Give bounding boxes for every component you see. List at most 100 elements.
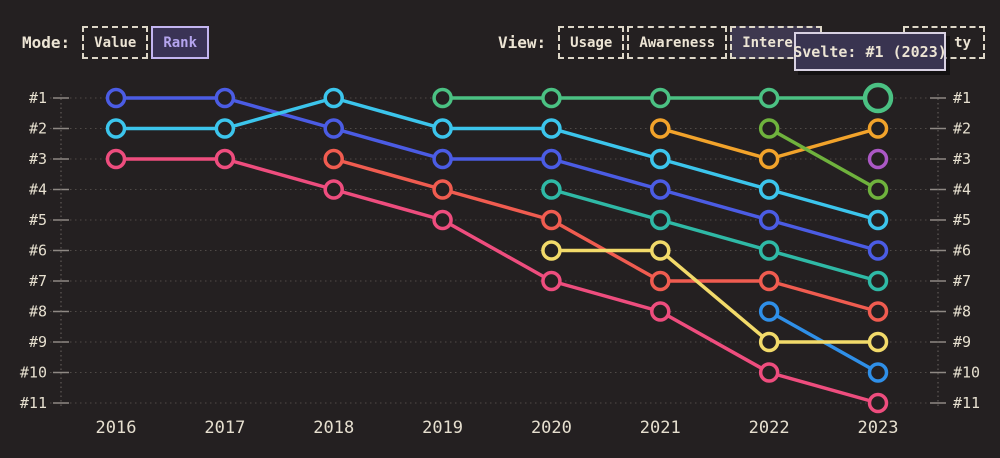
series-line-salmon [331, 157, 880, 314]
rank-label-left-9: #9 [29, 333, 47, 351]
rank-label-right-2: #2 [953, 120, 971, 138]
rank-label-right-7: #7 [953, 272, 971, 290]
point-cyan-2022[interactable] [758, 179, 780, 200]
rank-label-left-11: #11 [20, 394, 47, 412]
point-indigo-2020[interactable] [541, 148, 562, 170]
mode-rank-button[interactable]: Rank [151, 26, 210, 59]
chart-tooltip: Svelte: #1 (2023) [793, 32, 947, 71]
mode-value-button[interactable]: Value [82, 26, 149, 59]
point-cyan-2020[interactable] [541, 118, 562, 139]
series-line-lime [767, 126, 880, 192]
rank-label-right-10: #10 [953, 364, 980, 382]
series-line-yellow [549, 248, 880, 344]
rank-label-left-8: #8 [29, 303, 47, 321]
view-usage-button[interactable]: Usage [558, 26, 625, 59]
point-yellow-2021[interactable] [650, 240, 671, 261]
point-pink-2018[interactable] [323, 179, 344, 200]
point-skyblue-2022[interactable] [758, 301, 780, 322]
rank-label-right-9: #9 [953, 333, 971, 351]
point-pink-2016[interactable] [105, 148, 127, 170]
point-indigo-2023[interactable] [867, 240, 889, 261]
rank-label-right-6: #6 [953, 242, 971, 260]
year-label-2017: 2017 [204, 418, 245, 438]
year-label-2018: 2018 [313, 418, 354, 438]
point-pink-2023[interactable] [867, 392, 889, 414]
point-svelte-2020[interactable] [541, 87, 562, 109]
point-cyan-2017[interactable] [214, 118, 236, 139]
point-teal-2023[interactable] [867, 270, 889, 292]
point-indigo-2018[interactable] [323, 118, 344, 139]
point-orange-2023[interactable] [867, 118, 889, 139]
year-label-2020: 2020 [531, 418, 572, 438]
rank-label-right-8: #8 [953, 303, 971, 321]
point-pink-2021[interactable] [650, 301, 671, 322]
point-orange-2021[interactable] [650, 118, 671, 139]
point-cyan-2016[interactable] [105, 118, 127, 139]
point-svelte-2023-highlighted[interactable] [862, 82, 894, 114]
point-skyblue-2023[interactable] [867, 362, 889, 383]
point-yellow-2022[interactable] [758, 331, 780, 353]
year-label-2022: 2022 [749, 418, 790, 438]
point-lime-2023[interactable] [867, 179, 889, 200]
rank-label-left-1: #1 [29, 89, 47, 107]
rank-label-left-5: #5 [29, 211, 47, 229]
view-label: View: [498, 33, 547, 52]
point-salmon-2022[interactable] [758, 270, 780, 292]
point-pink-2017[interactable] [214, 148, 236, 170]
rank-label-left-2: #2 [29, 120, 47, 138]
rank-label-left-10: #10 [20, 364, 47, 382]
rank-label-left-7: #7 [29, 272, 47, 290]
point-salmon-2020[interactable] [541, 209, 562, 231]
point-svelte-2019[interactable] [432, 87, 453, 109]
point-teal-2021[interactable] [650, 209, 671, 231]
year-label-2021: 2021 [640, 418, 681, 438]
point-indigo-2017[interactable] [214, 87, 236, 109]
rank-label-right-4: #4 [953, 181, 971, 199]
point-cyan-2019[interactable] [432, 118, 453, 139]
point-cyan-2018[interactable] [323, 87, 344, 109]
year-label-2023: 2023 [858, 418, 899, 438]
point-indigo-2019[interactable] [432, 148, 453, 170]
point-lime-2022[interactable] [758, 118, 780, 139]
mode-label: Mode: [22, 33, 71, 52]
tooltip-text: Svelte: #1 (2023) [793, 42, 947, 61]
point-yellow-2020[interactable] [541, 240, 562, 261]
point-indigo-2021[interactable] [650, 179, 671, 200]
rank-label-left-4: #4 [29, 181, 47, 199]
point-cyan-2021[interactable] [650, 148, 671, 170]
point-cyan-2023[interactable] [867, 209, 889, 231]
point-teal-2022[interactable] [758, 240, 780, 261]
series-line-indigo [114, 96, 880, 253]
point-salmon-2019[interactable] [432, 179, 453, 200]
point-pink-2020[interactable] [541, 270, 562, 292]
point-svelte-2021[interactable] [650, 87, 671, 109]
year-label-2019: 2019 [422, 418, 463, 438]
rank-label-right-11: #11 [953, 394, 980, 412]
point-salmon-2021[interactable] [650, 270, 671, 292]
series-line-pink [114, 157, 880, 405]
rank-label-right-3: #3 [953, 150, 971, 168]
point-indigo-2016[interactable] [105, 87, 127, 109]
point-svelte-2022[interactable] [758, 87, 780, 109]
rank-label-left-3: #3 [29, 150, 47, 168]
point-pink-2019[interactable] [432, 209, 453, 231]
mode-control-group: Mode: Value Rank [22, 26, 212, 59]
view-control-group: View: Usage Awareness Interest [498, 26, 825, 59]
series-line-cyan [114, 96, 880, 222]
series-line-teal [549, 187, 880, 283]
point-salmon-2023[interactable] [867, 301, 889, 322]
point-purple-2023[interactable] [867, 148, 889, 170]
point-pink-2022[interactable] [758, 362, 780, 383]
point-indigo-2022[interactable] [758, 209, 780, 231]
year-label-2016: 2016 [96, 418, 137, 438]
point-salmon-2018[interactable] [323, 148, 344, 170]
rank-label-right-1: #1 [953, 89, 971, 107]
point-yellow-2023[interactable] [867, 331, 889, 353]
point-orange-2022[interactable] [758, 148, 780, 170]
point-teal-2020[interactable] [541, 179, 562, 200]
rank-label-left-6: #6 [29, 242, 47, 260]
view-awareness-button[interactable]: Awareness [627, 26, 728, 59]
rank-label-right-5: #5 [953, 211, 971, 229]
